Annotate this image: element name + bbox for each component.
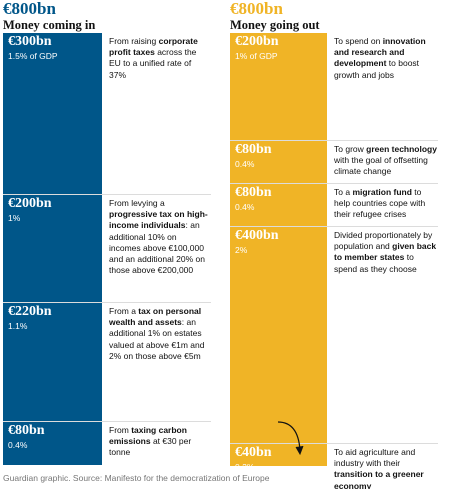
money-out-divider: [230, 183, 438, 184]
money-out-segment: €400bn 2% Divided proportionately by popul…: [230, 227, 438, 444]
money-out-amount-label: €40bn: [235, 445, 272, 460]
money-in-description: From a tax on personal wealth and assets…: [109, 306, 205, 361]
curved-arrow-icon: [277, 421, 304, 456]
money-out-amount-label: €200bn: [235, 34, 279, 49]
money-out-divider: [230, 140, 438, 141]
money-in-label: Money coming in: [3, 18, 96, 32]
money-in-chart: €300bn 1.5% of GDP From raising corporate …: [3, 33, 211, 466]
money-in-segment: €220bn 1.1% From a tax on personal wealth …: [3, 303, 211, 422]
money-in-gdp-label: 1.1%: [8, 321, 28, 331]
money-in-amount-label: €220bn: [8, 304, 52, 319]
money-in-amount-label: €200bn: [8, 196, 52, 211]
money-in-divider: [3, 302, 211, 303]
money-out-segment: €40bn 0.2% To aid agriculture and industry…: [230, 444, 438, 489]
money-in-total: €800bn: [3, 0, 56, 18]
money-out-segment: €80bn 0.4% To grow green technology with t…: [230, 141, 438, 184]
money-out-divider: [230, 443, 438, 444]
money-in-segment: €80bn 0.4% From taxing carbon emissions at…: [3, 422, 211, 465]
money-in-segment: €300bn 1.5% of GDP From raising corporate …: [3, 33, 211, 195]
money-out-description: To a migration fund to help countries co…: [334, 187, 426, 220]
money-out-bar: €80bn 0.4%: [230, 184, 327, 227]
money-out-bar: €200bn 1% of GDP: [230, 33, 327, 141]
money-out-amount-label: €80bn: [235, 185, 272, 200]
money-out-bar: €400bn 2%: [230, 227, 327, 444]
money-out-gdp-label: 0.4%: [235, 202, 255, 212]
money-out-gdp-label: 2%: [235, 245, 248, 255]
money-out-description: To aid agriculture and industry with the…: [334, 447, 424, 489]
money-in-bar: €220bn 1.1%: [3, 303, 102, 422]
money-out-bar: €80bn 0.4%: [230, 141, 327, 184]
money-out-gdp-label: 0.4%: [235, 159, 255, 169]
money-out-amount-label: €80bn: [235, 142, 272, 157]
money-in-segment: €200bn 1% From levying a progressive tax o…: [3, 195, 211, 303]
money-in-bar: €300bn 1.5% of GDP: [3, 33, 102, 195]
money-out-header: €800bn Money going out: [230, 0, 320, 32]
money-out-chart: €200bn 1% of GDP To spend on innovation an…: [230, 33, 438, 489]
money-in-description: From raising corporate profit taxes acro…: [109, 36, 198, 80]
money-out-description: To spend on innovation and research and …: [334, 36, 426, 80]
money-in-bar: €80bn 0.4%: [3, 422, 102, 465]
source-note: Guardian graphic. Source: Manifesto for …: [3, 473, 270, 483]
money-in-description: From levying a progressive tax on high-i…: [109, 198, 208, 276]
money-in-divider: [3, 421, 211, 422]
money-in-gdp-label: 1%: [8, 213, 21, 223]
money-in-bar: €200bn 1%: [3, 195, 102, 303]
money-in-gdp-label: 1.5% of GDP: [8, 51, 58, 61]
money-in-header: €800bn Money coming in: [3, 0, 95, 32]
money-out-segment: €80bn 0.4% To a migration fund to help cou…: [230, 184, 438, 227]
money-out-description: Divided proportionately by population an…: [334, 230, 437, 274]
money-out-description: To grow green technology with the goal o…: [334, 144, 437, 177]
money-in-amount-label: €300bn: [8, 34, 52, 49]
money-out-gdp-label: 1% of GDP: [235, 51, 278, 61]
money-in-divider: [3, 194, 211, 195]
money-out-bar: €40bn 0.2%: [230, 444, 327, 472]
money-out-amount-label: €400bn: [235, 228, 279, 243]
money-out-gdp-label: 0.2%: [235, 462, 255, 472]
money-out-segment: €200bn 1% of GDP To spend on innovation an…: [230, 33, 438, 141]
money-out-divider: [230, 226, 438, 227]
money-out-label: Money going out: [230, 18, 320, 32]
money-out-total: €800bn: [230, 0, 283, 18]
money-in-description: From taxing carbon emissions at €30 per …: [109, 425, 192, 458]
money-in-amount-label: €80bn: [8, 423, 45, 438]
money-in-gdp-label: 0.4%: [8, 440, 28, 450]
